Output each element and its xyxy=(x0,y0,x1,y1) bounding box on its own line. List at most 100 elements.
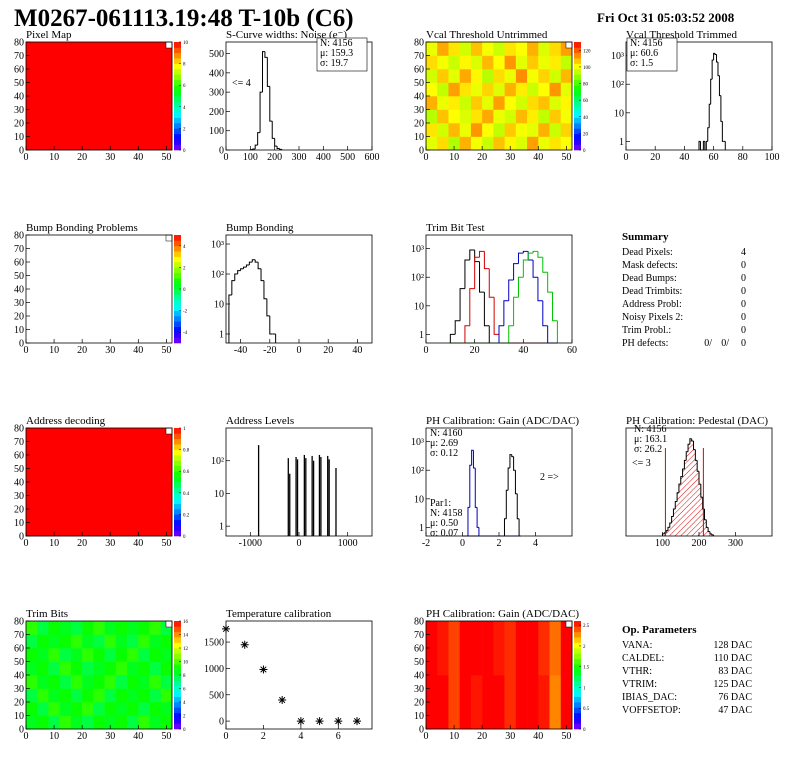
colorbar-label: 8 xyxy=(183,63,186,68)
hist-bin xyxy=(493,297,499,335)
colorbar-step xyxy=(574,52,581,59)
summary-label: Trim Probl.: xyxy=(622,325,671,336)
heat-cell xyxy=(538,82,550,97)
heat-cell xyxy=(560,675,573,730)
heat-cell xyxy=(82,688,94,703)
colorbar-step xyxy=(174,256,181,263)
heat-cell xyxy=(437,109,449,124)
y-tick-label: 1 xyxy=(219,522,224,533)
colorbar-step xyxy=(574,669,581,676)
heat-cell xyxy=(70,648,83,662)
heat-cell xyxy=(426,123,438,137)
star-marker xyxy=(315,717,324,726)
heat-cell xyxy=(37,675,49,689)
heat-cell xyxy=(104,715,117,730)
hist-bin xyxy=(683,459,687,470)
y-tick-label: 0 xyxy=(19,725,24,736)
y-tick-label: 70 xyxy=(14,244,24,255)
hist-bin xyxy=(698,471,701,485)
heat-cell xyxy=(37,634,49,649)
hist-bin xyxy=(552,292,558,322)
stats-line: N: 4156 xyxy=(320,38,353,49)
panel-title: Bump Bonding xyxy=(226,222,294,234)
hist-bin xyxy=(680,476,683,485)
y-tick-label: 30 xyxy=(414,684,424,695)
colorbar-step xyxy=(174,112,181,118)
hist-bin xyxy=(547,272,553,293)
heat-cell xyxy=(93,621,105,635)
x-tick-label: 30 xyxy=(105,152,115,163)
colorbar-step xyxy=(574,128,581,135)
stat-marker xyxy=(165,41,173,49)
y-tick-label: 30 xyxy=(14,491,24,502)
hist-bin xyxy=(262,51,265,93)
hist-bin xyxy=(498,325,504,343)
heat-cell xyxy=(149,621,162,635)
colorbar-step xyxy=(174,63,181,70)
colorbar-step xyxy=(174,626,181,633)
hist-bin xyxy=(243,266,247,269)
param-value: 128 DAC xyxy=(713,640,752,651)
colorbar-step xyxy=(174,139,181,145)
stats-line: μ: 60.6 xyxy=(630,48,658,59)
hist-bin xyxy=(721,121,724,142)
x-tick-label: 20 xyxy=(77,538,87,549)
x-tick-label: 60 xyxy=(567,345,577,356)
colorbar-step xyxy=(174,428,181,434)
heat-cell xyxy=(115,634,128,649)
colorbar-step xyxy=(174,299,181,306)
heat-cell xyxy=(70,661,83,676)
heat-cell xyxy=(115,688,128,703)
heat-cell xyxy=(104,661,117,676)
hist-fill xyxy=(689,438,692,536)
summary-label: Noisy Pixels 2: xyxy=(622,312,683,323)
heat-cell xyxy=(482,675,494,730)
heat-cell xyxy=(104,621,117,635)
colorbar-label: 0 xyxy=(583,149,586,154)
param-value: 76 DAC xyxy=(718,692,752,703)
hist-bin xyxy=(717,61,720,77)
heat-cell xyxy=(59,715,72,730)
heat-cell xyxy=(149,702,162,716)
colorbar-label: 0.6 xyxy=(183,470,190,475)
x-tick-label: 0 xyxy=(460,538,465,549)
x-tick-label: -40 xyxy=(234,345,247,356)
colorbar-step xyxy=(174,337,181,344)
x-tick-label: 50 xyxy=(161,152,171,163)
hist-bin xyxy=(467,506,470,536)
hist-bin xyxy=(689,438,692,445)
y-tick-label: 70 xyxy=(14,51,24,62)
hist-bin xyxy=(257,132,261,146)
colorbar-label: 80 xyxy=(583,83,589,88)
stat-marker xyxy=(165,234,173,242)
x-tick-label: 40 xyxy=(518,345,528,356)
x-tick-label: 40 xyxy=(533,731,543,742)
param-value: 125 DAC xyxy=(713,679,752,690)
hist-bin xyxy=(694,449,698,461)
colorbar-step xyxy=(574,79,581,86)
heat-cell xyxy=(149,648,162,662)
colorbar-label: 0 xyxy=(583,728,586,733)
heat-cell xyxy=(482,96,494,110)
heat-cell xyxy=(426,69,438,83)
y-tick-label: 70 xyxy=(414,630,424,641)
x-tick-label: 20 xyxy=(650,152,660,163)
colorbar-step xyxy=(174,58,181,64)
heat-cell xyxy=(459,621,472,676)
colorbar-step xyxy=(174,631,181,638)
heat-cell xyxy=(470,96,483,110)
heat-cell xyxy=(160,702,173,716)
heat-cell xyxy=(26,688,38,703)
colorbar-label: 0 xyxy=(183,535,186,540)
x-tick-label: 100 xyxy=(655,538,670,549)
y-tick-label: 10 xyxy=(14,325,24,336)
heat-cell xyxy=(48,648,60,662)
hist-fill xyxy=(684,460,687,536)
colorbar-step xyxy=(174,326,181,333)
y-tick-label: 10² xyxy=(211,456,224,467)
colorbar-step xyxy=(174,658,181,665)
summary-label: Address Probl: xyxy=(622,299,682,310)
summary-value: 4 xyxy=(741,247,746,258)
heat-cell xyxy=(549,675,562,730)
y-tick-label: 10 xyxy=(214,299,224,310)
